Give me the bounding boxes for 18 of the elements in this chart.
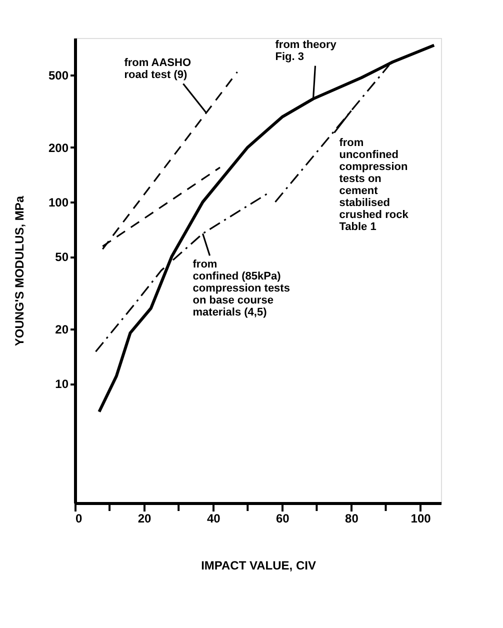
annotation: from confined (85kPa) compression tests on base course materials (4,5) [192,258,290,319]
y-tick-label: 200 [48,140,69,155]
y-tick-label: 500 [48,68,69,83]
y-tick-label: 100 [48,195,69,210]
x-axis-title: IMPACT VALUE, CIV [201,558,316,572]
x-tick-label: 40 [206,512,221,526]
x-tick-label: 80 [345,512,359,526]
annotation: from theory Fig. 3 [275,38,338,63]
y-axis-title: YOUNG'S MODULUS, MPa [12,196,26,346]
y-tick-label: 20 [55,322,69,336]
x-tick-label: 20 [138,512,152,526]
y-tick-label: 50 [55,250,69,264]
annotation: from unconfined compression tests on cement stabilised crushed rock Table 1 [339,136,410,233]
y-tick-label: 10 [55,377,69,392]
annotation: from AASHO road test (9) [124,56,192,81]
x-tick-label: 60 [276,512,290,526]
x-tick-label: 100 [410,512,432,526]
x-tick-label: 0 [76,512,82,526]
